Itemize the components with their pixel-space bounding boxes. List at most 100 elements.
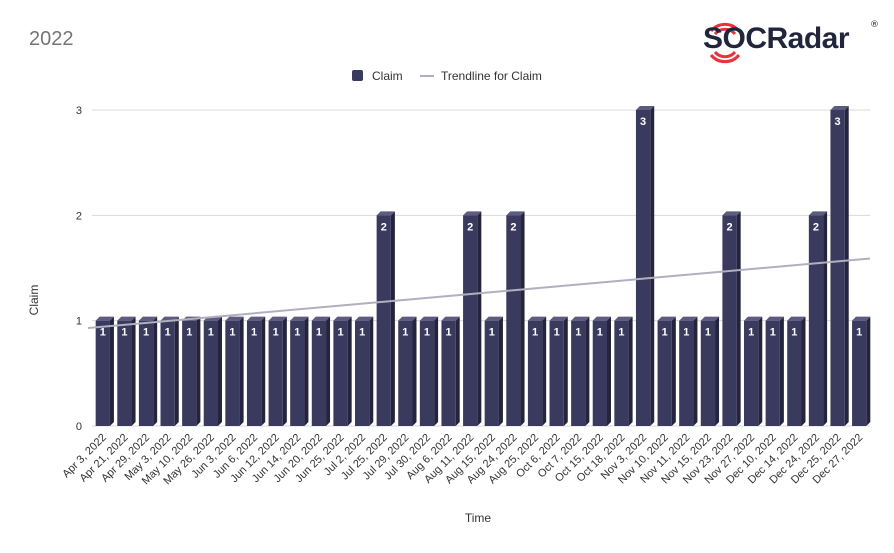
bar-side: [131, 316, 136, 426]
bar: 1: [852, 316, 871, 426]
bar: 1: [398, 316, 417, 426]
bar: 2: [376, 211, 395, 426]
bar-top: [527, 316, 547, 321]
bar-data-label: 1: [359, 327, 365, 339]
bar-front: [95, 320, 110, 426]
bar-top: [463, 211, 482, 216]
bar-front: [203, 320, 218, 426]
bar-front: [549, 320, 564, 426]
bar-side: [606, 316, 611, 426]
bar-front: [484, 320, 499, 426]
bar: 1: [419, 316, 439, 426]
bar-front: [592, 320, 607, 426]
bar-data-label: 1: [186, 327, 192, 339]
bar-side: [390, 211, 395, 426]
bar-data-label: 1: [424, 327, 430, 339]
bar-top: [311, 316, 331, 321]
bar-front: [355, 320, 370, 426]
bar-side: [650, 106, 655, 426]
bar-data-label: 1: [532, 327, 538, 339]
bar: 1: [182, 316, 201, 426]
bar-side: [282, 316, 287, 426]
bar-data-label: 1: [597, 327, 603, 339]
bar-front: [160, 320, 175, 426]
bar: 1: [679, 316, 698, 426]
bar-side: [758, 316, 763, 426]
bar-data-label: 1: [446, 327, 452, 339]
bar-data-label: 1: [337, 327, 343, 339]
bar-top: [830, 106, 849, 110]
bar-top: [657, 316, 676, 321]
bar: 1: [203, 316, 222, 426]
bar-side: [347, 316, 352, 426]
bar: 1: [549, 316, 568, 426]
bar-side: [693, 316, 698, 426]
bar-side: [174, 316, 179, 426]
bar-data-label: 1: [294, 327, 300, 339]
bar: 1: [225, 316, 244, 426]
bar-side: [520, 211, 525, 426]
legend-swatch-claim: [352, 70, 363, 81]
bar: 1: [355, 316, 374, 426]
bar-data-label: 1: [402, 327, 408, 339]
bar: 1: [657, 316, 676, 426]
bar-top: [441, 316, 460, 321]
radar-rings-icon: [709, 22, 741, 64]
bar-front: [506, 215, 521, 426]
bar: 1: [246, 316, 266, 426]
bar-side: [153, 316, 158, 426]
bar-front: [138, 320, 154, 426]
bar-side: [217, 316, 222, 426]
bar-side: [801, 316, 806, 426]
bar-front: [679, 320, 694, 426]
bar-top: [765, 316, 784, 321]
bar-data-label: 1: [554, 327, 560, 339]
bar-data-label: 3: [640, 116, 646, 128]
bar: 1: [744, 316, 763, 426]
bar-data-label: 1: [856, 327, 862, 339]
bar-front: [463, 215, 478, 426]
bar-top: [376, 211, 395, 216]
bar-side: [498, 316, 503, 426]
bar-side: [434, 316, 439, 426]
x-axis-title: Time: [465, 511, 492, 525]
bar-data-label: 2: [510, 221, 516, 233]
bar: 1: [138, 316, 158, 426]
bar-front: [765, 320, 780, 426]
y-tick-label: 1: [76, 316, 82, 328]
bar-data-label: 1: [143, 327, 149, 339]
trendline: [87, 257, 871, 330]
bar-side: [585, 316, 590, 426]
bar: 1: [484, 316, 503, 426]
bar-side: [304, 316, 309, 426]
bar-top: [419, 316, 439, 321]
bar-top: [700, 316, 720, 321]
bar-top: [808, 211, 828, 216]
bar-front: [830, 110, 845, 426]
bar-data-label: 1: [575, 327, 581, 339]
page-title: 2022: [29, 28, 74, 50]
bar-data-label: 1: [705, 327, 711, 339]
y-axis-title: Claim: [27, 285, 41, 316]
bar-front: [333, 320, 348, 426]
bar-data-label: 1: [251, 327, 257, 339]
bar-side: [563, 316, 568, 426]
bar: 1: [571, 316, 590, 426]
socradar-logo: SOCRadar ®: [703, 14, 879, 66]
bar-top: [592, 316, 611, 321]
bar-front: [311, 320, 327, 426]
y-tick-label: 0: [76, 421, 82, 433]
bar: 2: [808, 211, 828, 426]
bar-data-label: 1: [770, 327, 776, 339]
bar-data-label: 1: [273, 327, 279, 339]
legend-label-trendline: Trendline for Claim: [441, 69, 542, 83]
bar: 1: [592, 316, 611, 426]
bar-front: [246, 320, 262, 426]
bar: 1: [268, 316, 287, 426]
bar: 2: [463, 211, 482, 426]
bar: 3: [635, 106, 655, 426]
y-tick-label: 3: [76, 105, 82, 117]
bar-data-label: 2: [813, 221, 819, 233]
bar-top: [722, 211, 741, 216]
